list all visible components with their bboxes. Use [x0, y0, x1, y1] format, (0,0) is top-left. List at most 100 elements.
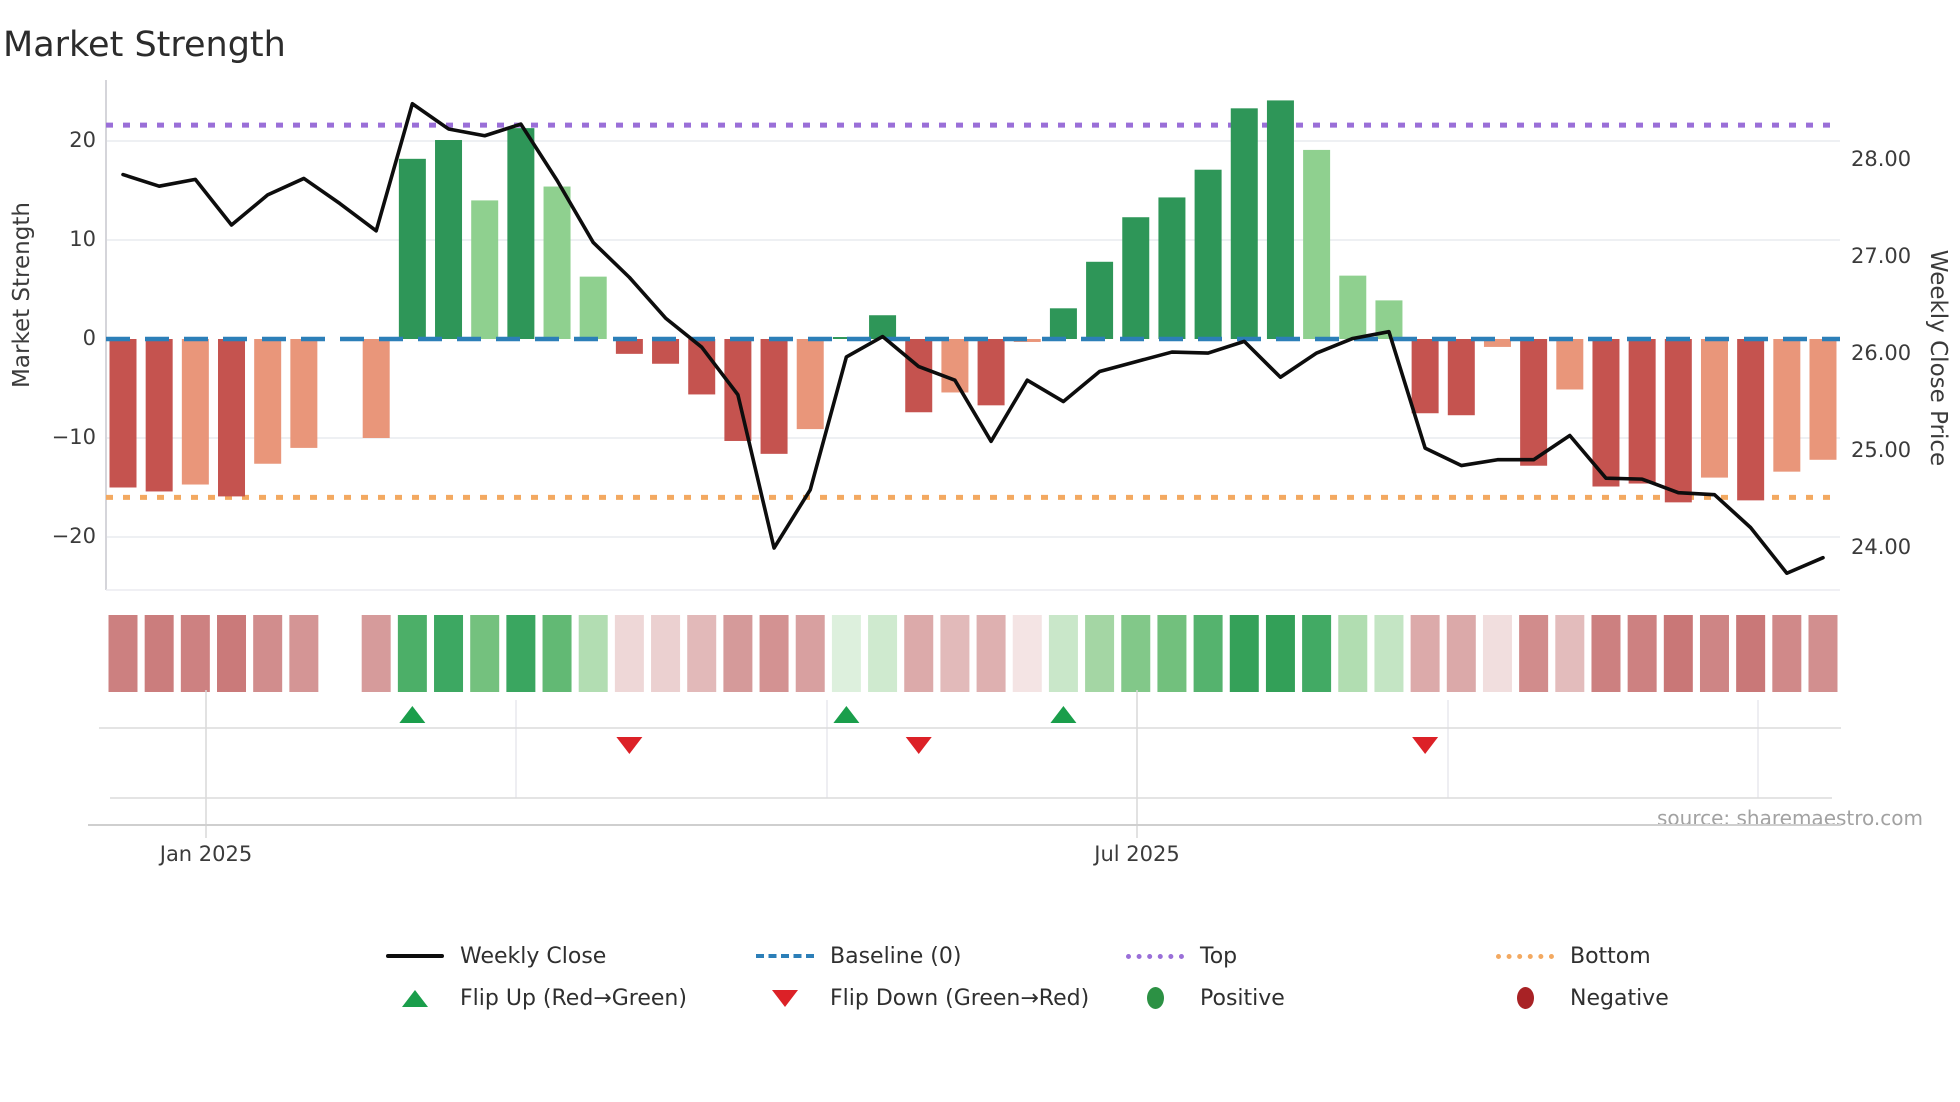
strength-bar [1809, 339, 1837, 460]
heatmap-cell [253, 615, 283, 692]
heatmap-cell [1519, 615, 1549, 692]
heatmap-cell [1591, 615, 1621, 692]
heatmap-cell [397, 615, 427, 692]
heatmap-cell [759, 615, 789, 692]
left-axis-tick: 10 [69, 227, 96, 251]
strength-bar [181, 339, 209, 485]
heatmap-cell [1446, 615, 1476, 692]
heatmap-cell [217, 615, 247, 692]
heatmap-cell [578, 615, 608, 692]
right-axis-tick: 28.00 [1851, 147, 1912, 171]
heatmap-cell [542, 615, 572, 692]
heatmap-cell [1193, 615, 1223, 692]
heatmap-cell [108, 615, 138, 692]
heatmap-cell [1410, 615, 1440, 692]
right-axis-tick: 24.00 [1851, 535, 1912, 559]
heatmap-cell [1736, 615, 1766, 692]
strength-bar [1158, 197, 1186, 339]
strength-bar [941, 339, 969, 393]
strength-bar [652, 339, 680, 364]
strength-bar [1556, 339, 1584, 390]
x-axis-tick-jan-2025: Jan 2025 [159, 842, 253, 866]
legend-label: Weekly Close [460, 943, 607, 969]
bottom-dotted-swatch [1495, 953, 1555, 959]
flip-up-triangle-icon [385, 989, 445, 1007]
right-axis-tick: 27.00 [1851, 244, 1912, 268]
strength-bar [796, 339, 824, 430]
heatmap-cell [1555, 615, 1585, 692]
legend-label: Baseline (0) [830, 943, 962, 969]
strength-bar [1339, 275, 1367, 339]
heatmap-cell [1302, 615, 1332, 692]
strength-bar [218, 339, 246, 497]
strength-bar [109, 339, 137, 488]
legend-label: Top [1200, 943, 1238, 969]
strength-bar [1773, 339, 1801, 472]
strength-bar [1737, 339, 1765, 501]
strength-bar [1664, 339, 1692, 503]
strength-bar [905, 339, 933, 413]
strength-bar [1592, 339, 1620, 487]
flip-down-marker [905, 737, 932, 754]
strength-bar [543, 186, 571, 339]
strength-bar [724, 339, 752, 441]
flip-up-marker [1050, 706, 1077, 723]
heatmap-cell [795, 615, 825, 692]
strength-bar [507, 128, 535, 339]
heatmap-cell [940, 615, 970, 692]
heatmap-cell [361, 615, 391, 692]
strength-bar [1520, 339, 1548, 466]
strength-bar [290, 339, 318, 448]
legend-item-baseline: Baseline (0) [755, 940, 961, 972]
heatmap-cell [1048, 615, 1078, 692]
heatmap-cell [1338, 615, 1368, 692]
heatmap-cell [1772, 615, 1802, 692]
weekly-close-line [121, 101, 1825, 576]
flip-down-marker [1412, 737, 1439, 754]
heatmap-cell [289, 615, 319, 692]
heatmap-cell [1663, 615, 1693, 692]
strength-bar [1194, 169, 1222, 339]
heatmap-cell [723, 615, 753, 692]
heatmap-cell [180, 615, 210, 692]
strength-bar [1483, 339, 1511, 347]
heatmap-cell [434, 615, 464, 692]
heatmap-cell [687, 615, 717, 692]
strength-bar [760, 339, 788, 454]
strength-bar [1411, 339, 1439, 414]
negative-dot-icon [1495, 987, 1555, 1009]
heatmap-cell [651, 615, 681, 692]
heatmap-cell [1808, 615, 1838, 692]
strength-bar [145, 339, 173, 492]
strength-bar [1230, 108, 1258, 339]
heatmap-cell [976, 615, 1006, 692]
strength-bar [1013, 339, 1041, 342]
heatmap-cell [1265, 615, 1295, 692]
positive-dot-icon [1125, 987, 1185, 1009]
flip-down-marker [616, 737, 643, 754]
legend-item-weekly-close: Weekly Close [385, 940, 606, 972]
legend-item-flip-down: Flip Down (Green→Red) [755, 982, 1089, 1014]
strength-bar [1628, 339, 1656, 484]
heatmap-cell [1085, 615, 1115, 692]
flip-down-triangle-icon [755, 989, 815, 1007]
x-axis-tick-jul-2025: Jul 2025 [1094, 842, 1180, 866]
top-dotted-swatch [1125, 953, 1185, 959]
flip-up-marker [833, 706, 860, 723]
strength-bar [832, 337, 860, 339]
heatmap-cell [144, 615, 174, 692]
left-axis-tick: 0 [82, 326, 96, 350]
strength-bar [869, 315, 897, 339]
strength-bar [977, 339, 1005, 406]
baseline-dash-swatch [755, 954, 815, 958]
strength-bar [1447, 339, 1475, 416]
heatmap-cell [904, 615, 934, 692]
heatmap-cell [1012, 615, 1042, 692]
strength-bar [254, 339, 282, 464]
legend-item-flip-up: Flip Up (Red→Green) [385, 982, 687, 1014]
right-axis-tick: 26.00 [1851, 341, 1912, 365]
strength-bar [1122, 217, 1150, 339]
heatmap-cell [1699, 615, 1729, 692]
heatmap-cell [868, 615, 898, 692]
